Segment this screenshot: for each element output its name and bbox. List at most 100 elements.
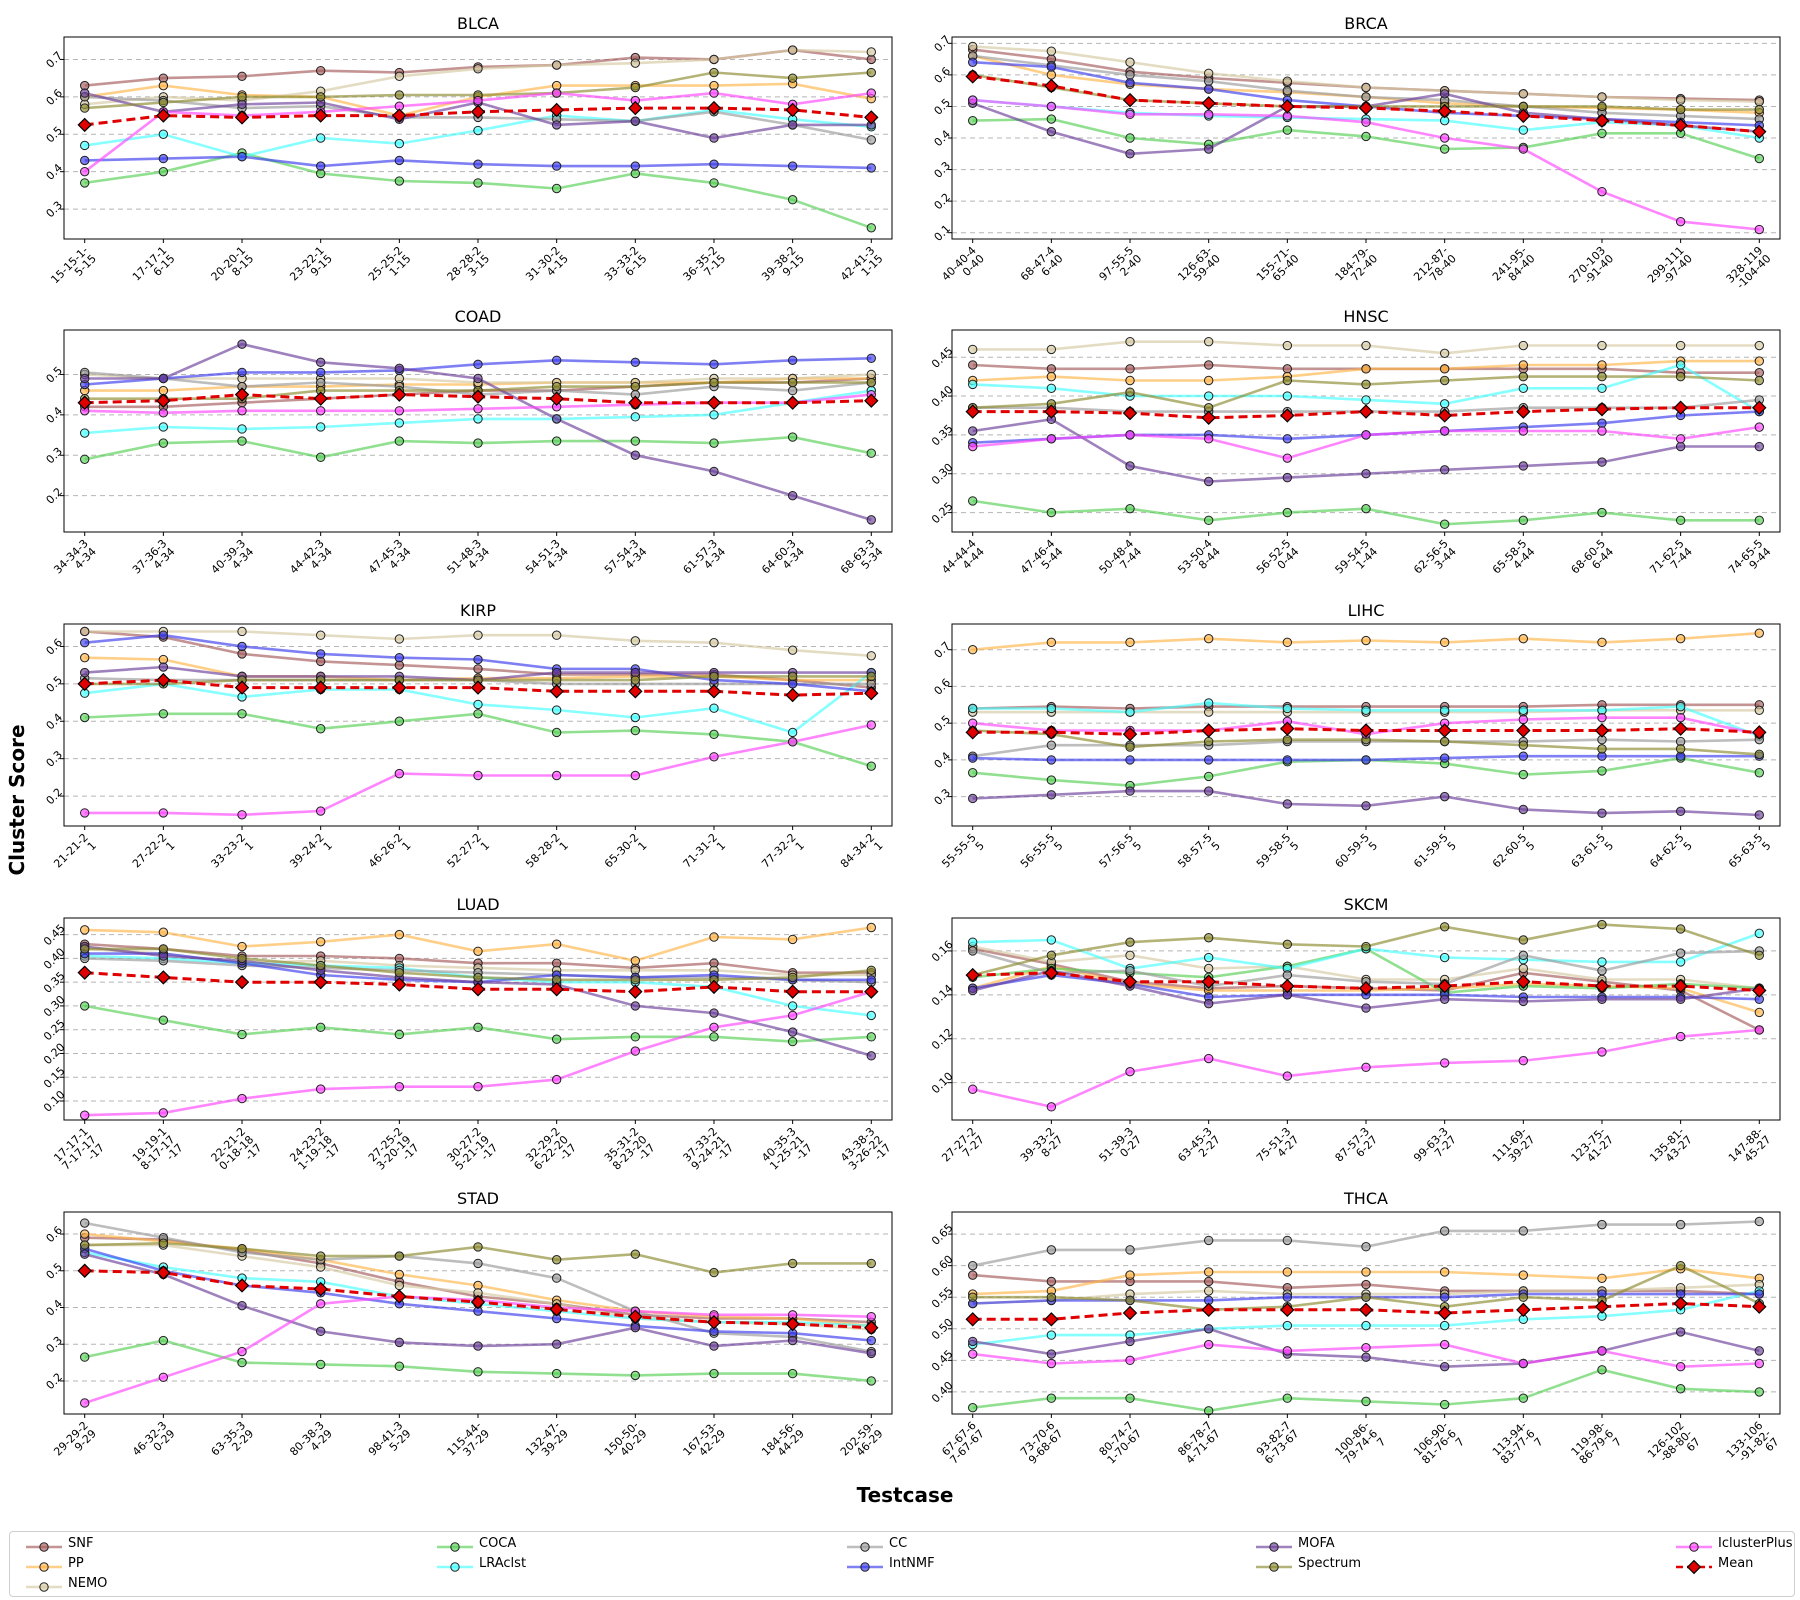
data-point (787, 432, 798, 442)
panel-luad: LUAD0.100.150.200.250.300.350.400.4517-1… (41, 895, 894, 1181)
data-point (1439, 637, 1450, 648)
data-point (968, 645, 978, 655)
data-point (785, 984, 800, 999)
data-point (1280, 408, 1295, 423)
data-point (1439, 736, 1450, 747)
data-point (787, 1010, 798, 1021)
data-point (968, 753, 978, 763)
panel-lihc-frame (951, 623, 1781, 827)
data-point (1282, 1292, 1293, 1302)
data-point (787, 120, 798, 130)
series-spectrum (968, 919, 1765, 980)
x-tick-label: 61-59-55 (1411, 831, 1459, 879)
data-point (628, 684, 643, 699)
data-point (158, 422, 169, 432)
x-tick-label: 27-25-23-20-19-17 (366, 1125, 422, 1181)
data-point (1125, 70, 1135, 80)
data-point (473, 1258, 483, 1269)
data-point (1518, 360, 1529, 370)
data-point (1675, 515, 1686, 526)
data-point (1675, 371, 1686, 382)
data-point (394, 90, 405, 100)
data-point (315, 161, 326, 171)
data-point (1439, 1267, 1450, 1277)
data-point (787, 645, 798, 655)
data-point (965, 404, 980, 419)
data-point (1597, 1346, 1607, 1356)
data-point (709, 1022, 719, 1033)
data-point (968, 95, 978, 105)
data-point (1518, 1292, 1529, 1302)
series-mean (77, 1263, 879, 1335)
legend-marker (1676, 1542, 1712, 1552)
data-point (866, 651, 876, 661)
data-point (1203, 736, 1214, 747)
data-point (709, 88, 719, 98)
data-point (473, 654, 483, 665)
panel-kirp-title: KIRP (460, 601, 496, 620)
data-point (1518, 705, 1529, 716)
data-point (158, 808, 169, 818)
data-point (1203, 698, 1214, 708)
data-point (234, 680, 250, 695)
data-point (80, 373, 90, 384)
data-point (709, 1032, 719, 1042)
x-tick-label: 50-48-47-44 (1097, 537, 1145, 585)
data-point (1203, 144, 1214, 154)
data-point (1282, 799, 1293, 809)
data-point (1361, 430, 1371, 440)
data-point (1597, 919, 1607, 930)
x-tick-label: 30-27-25-21-19-17 (445, 1125, 501, 1181)
data-point (1754, 1007, 1765, 1018)
y-tick-label: 0.5 (932, 96, 954, 118)
data-point (1439, 399, 1450, 409)
x-tick-label: 39-33-28-27 (1018, 1125, 1066, 1173)
data-point (1597, 994, 1607, 1004)
series-coca (80, 432, 876, 464)
legend-label: Mean (1718, 1556, 1754, 1571)
data-point (866, 135, 876, 145)
data-point (866, 353, 876, 363)
data-point (630, 357, 641, 368)
panel-stad-title: STAD (457, 1189, 499, 1208)
y-tick-label: 0.4 (44, 161, 66, 183)
data-point (392, 387, 407, 402)
data-point (968, 360, 978, 370)
data-point (1203, 68, 1214, 78)
data-point (709, 438, 719, 448)
data-point (473, 178, 483, 188)
data-point (394, 1337, 405, 1348)
data-point (1046, 703, 1057, 714)
data-point (80, 428, 90, 438)
x-tick-label: 25-25-21-15 (366, 244, 414, 292)
data-point (1437, 978, 1452, 994)
data-point (551, 770, 562, 781)
data-point (1282, 453, 1293, 463)
data-point (315, 649, 326, 659)
data-point (968, 1084, 978, 1094)
x-tick-label: 23-22-19-15 (287, 244, 335, 292)
data-point (866, 1010, 876, 1021)
data-point (1597, 1273, 1607, 1283)
data-point (473, 95, 483, 106)
data-point (1518, 1270, 1529, 1280)
data-point (1125, 133, 1135, 143)
data-point (709, 377, 719, 388)
data-point (392, 1289, 407, 1304)
data-point (1361, 340, 1371, 351)
x-tick-label: 68-47-46-40 (1018, 244, 1066, 292)
data-point (1282, 340, 1293, 351)
y-tick-label: 0.1 (932, 222, 954, 244)
data-point (80, 944, 90, 954)
data-point (551, 1034, 562, 1044)
data-point (787, 377, 798, 388)
data-point (1282, 637, 1293, 648)
data-point (968, 1349, 978, 1359)
data-point (394, 929, 405, 940)
data-point (968, 426, 978, 436)
data-point (473, 699, 483, 710)
data-point (315, 406, 326, 416)
series-cc (968, 1216, 1765, 1271)
data-point (158, 1108, 169, 1118)
data-point (1518, 426, 1529, 436)
